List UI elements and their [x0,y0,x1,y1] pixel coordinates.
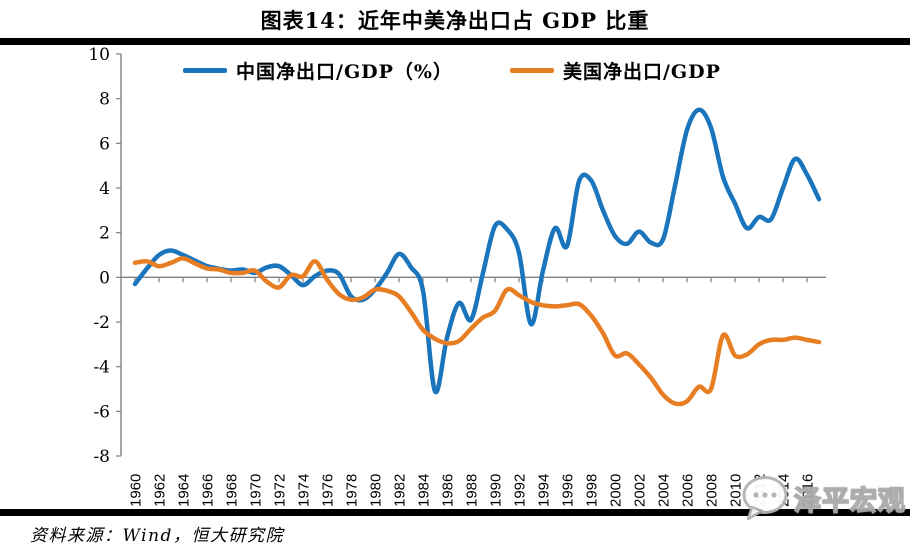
x-tick-label: 1978 [344,474,361,507]
x-tick-label: 1966 [200,474,217,507]
china-line-path [132,107,822,395]
x-tick-label: 2004 [656,474,673,507]
watermark: 泽平宏观 [740,474,906,522]
x-tick-label: 1988 [464,474,481,507]
x-tick-label: 2010 [728,474,745,507]
y-tick-label: 6 [99,134,110,154]
x-tick-label: 2002 [632,474,649,507]
x-tick-label: 2016 [800,474,817,507]
y-tick-label: -8 [93,447,110,467]
x-tick-label: 1994 [536,474,553,507]
x-axis: 1960 1962 1964 1966 1968 1970 1972 1974 1976 1978… [121,276,826,507]
y-tick-label: -2 [93,313,110,333]
x-tick-label: 1980 [368,474,385,507]
x-tick-label: 1974 [296,474,313,507]
top-divider [0,38,910,45]
chart-legend: 中国净出口/GDP（%） 美国净出口/GDP [183,57,721,84]
china-series-label: 中国净出口/GDP（%） [236,61,453,83]
watermark-text: 泽平宏观 [793,485,906,518]
source-note: 资料来源：Wind，恒大研究院 [30,526,284,546]
us-line-path [132,256,822,407]
x-tick-label: 1962 [152,474,169,507]
y-tick-label: -6 [93,402,110,422]
x-tick-label: 1982 [392,474,409,507]
y-tick-label: 4 [99,179,110,199]
x-tick-label: 1998 [584,474,601,507]
chart-title: 图表14：近年中美净出口占 GDP 比重 [260,8,650,33]
x-tick-label: 1976 [320,474,337,507]
x-tick-label: 1970 [248,474,265,507]
y-tick-label: 2 [99,224,110,244]
y-tick-label: 8 [99,90,110,110]
x-tick-label: 1984 [416,474,433,507]
china-line-swatch [183,68,227,73]
y-tick-label: -4 [93,358,110,378]
x-tick-label: 2000 [608,474,625,507]
x-tick-label: 1960 [128,474,145,507]
x-tick-label: 1968 [224,474,241,507]
y-tick-label: 0 [99,268,110,288]
us-line-swatch [509,68,554,73]
legend-item-china: 中国净出口/GDP（%） [183,57,453,84]
x-tick-label: 2006 [680,474,697,507]
x-tick-label: 1996 [560,474,577,507]
y-axis: 10 8 6 4 2 0 -2 -4 -6 -8 [88,45,122,467]
x-tick-label: 2008 [704,474,721,507]
x-tick-label: 1990 [488,474,505,507]
x-tick-label: 1972 [272,474,289,507]
us-series-label: 美国净出口/GDP [562,61,721,83]
x-tick-label: 1964 [176,474,193,507]
bottom-divider [0,509,910,516]
x-tick-label: 1992 [512,474,529,507]
chat-bubble-icon [742,476,788,521]
x-tick-label: 1986 [440,474,457,507]
y-tick-label: 10 [88,45,110,65]
series-lines [132,107,822,407]
legend-item-us: 美国净出口/GDP [509,57,721,84]
